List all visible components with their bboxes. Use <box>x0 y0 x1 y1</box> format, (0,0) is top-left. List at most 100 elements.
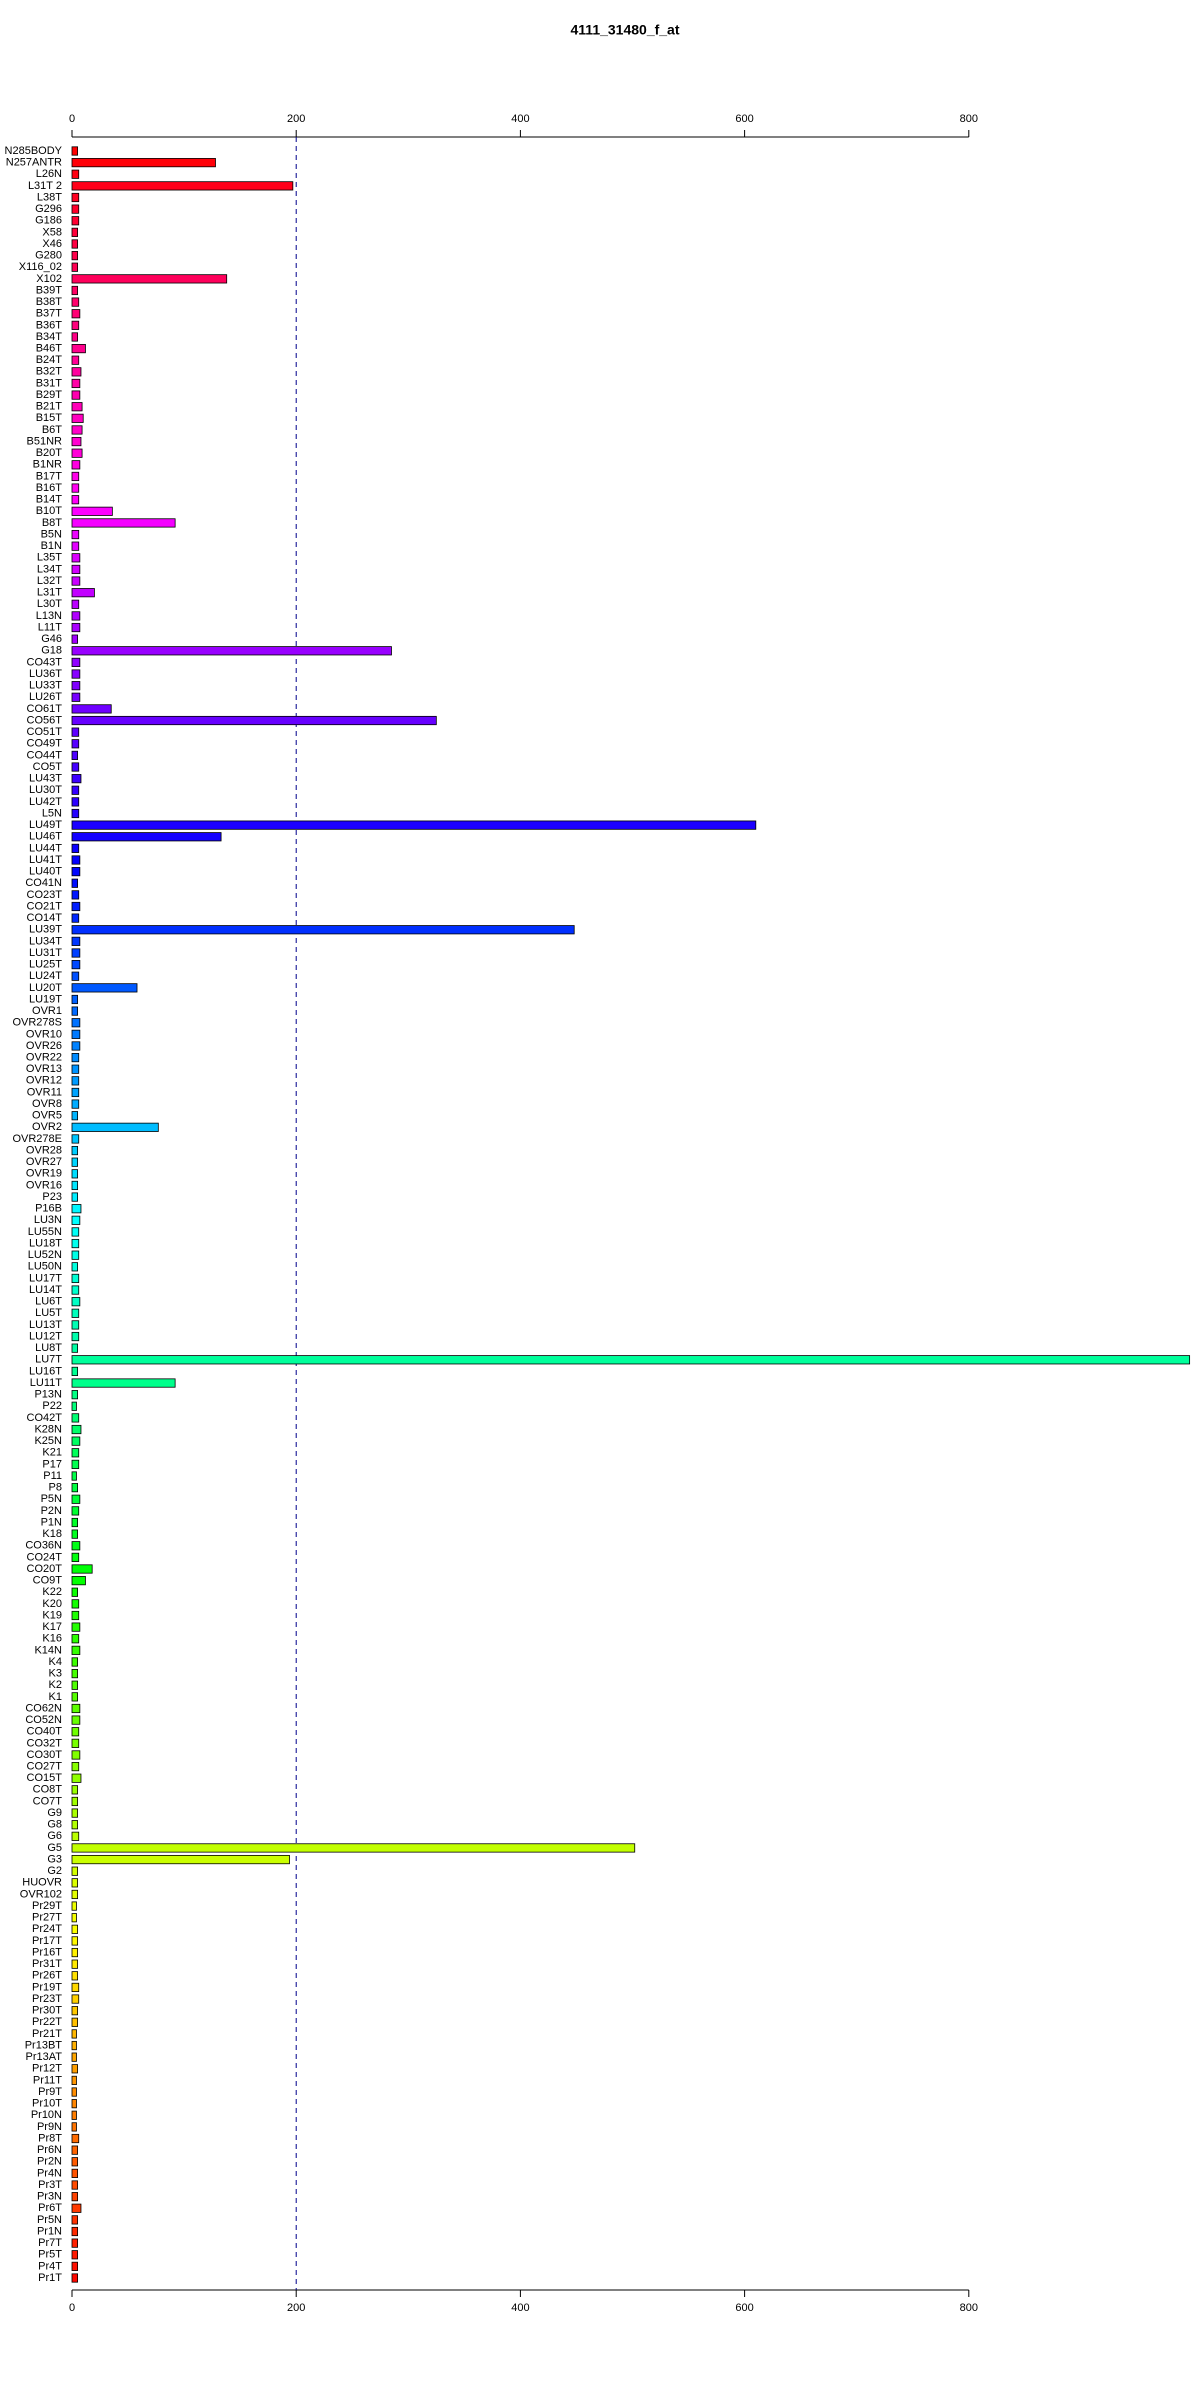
bar <box>71 471 80 482</box>
bar <box>71 774 82 784</box>
y-tick-label: P2N <box>41 1505 62 1517</box>
y-tick-label: LU30T <box>29 784 62 796</box>
bar <box>71 1610 80 1621</box>
bar <box>71 1808 79 1818</box>
bar <box>71 611 81 621</box>
y-tick-label: G2 <box>47 1865 62 1877</box>
y-tick-label: K14N <box>34 1644 62 1656</box>
y-tick-label: K4 <box>49 1656 62 1668</box>
y-tick-label: B32T <box>36 366 63 378</box>
y-tick-label: LU36T <box>29 668 62 680</box>
bar <box>71 2250 79 2260</box>
y-tick-label: LU3N <box>34 1214 62 1226</box>
bar <box>71 681 81 691</box>
bar <box>71 1587 79 1597</box>
y-tick-label: B24T <box>36 354 63 366</box>
y-tick-label: HUOVR <box>22 1877 62 1889</box>
bar <box>71 413 84 423</box>
y-tick-label: K19 <box>42 1609 62 1621</box>
bar <box>71 1971 79 1981</box>
bar <box>71 2099 77 2109</box>
y-tick-label: LU18T <box>29 1237 62 1249</box>
bar <box>71 1645 81 1655</box>
y-tick-label: CO62N <box>25 1702 62 1714</box>
y-tick-label: CO42T <box>27 1412 63 1424</box>
bar <box>71 1878 79 1888</box>
bar <box>71 1180 79 1191</box>
y-tick-label: L31T 2 <box>28 180 62 192</box>
bar <box>71 588 95 598</box>
y-tick-label: LU25T <box>29 959 62 971</box>
bar <box>71 146 79 156</box>
bar <box>71 867 81 877</box>
y-tick-label: Pr21T <box>32 2028 62 2040</box>
bar <box>71 2006 79 2016</box>
y-tick-label: B15T <box>36 412 63 424</box>
bar <box>71 1854 290 1865</box>
bar <box>71 692 81 702</box>
bar <box>71 1785 79 1795</box>
y-tick-label: G3 <box>47 1853 62 1865</box>
y-tick-label: N257ANTR <box>6 157 62 169</box>
y-tick-label: OVR22 <box>26 1051 62 1063</box>
y-tick-label: LU17T <box>29 1272 62 1284</box>
bar <box>71 1924 79 1934</box>
y-tick-label: OVR5 <box>32 1110 62 1122</box>
bar <box>71 1448 80 1458</box>
bar <box>71 2215 79 2225</box>
y-tick-label: Pr3T <box>38 2179 62 2191</box>
bar <box>71 1192 79 1202</box>
y-tick-label: B39T <box>36 284 63 296</box>
y-tick-label: Pr26T <box>32 1970 62 1982</box>
bar <box>71 634 79 644</box>
bar <box>71 2110 77 2120</box>
bar <box>71 1018 81 1028</box>
bar <box>71 2180 79 2190</box>
x-tick-label: 0 <box>69 113 75 125</box>
bar <box>71 983 138 993</box>
bar <box>71 262 79 272</box>
y-tick-label: LU50N <box>28 1261 62 1273</box>
bar <box>71 1913 77 1923</box>
bar <box>71 1145 79 1156</box>
bar <box>71 808 80 819</box>
bar <box>71 1552 80 1562</box>
y-tick-label: K16 <box>42 1633 62 1645</box>
y-tick-label: LU12T <box>29 1330 62 1342</box>
y-tick-label: K25N <box>34 1435 62 1447</box>
bar <box>71 622 81 633</box>
y-tick-label: CO36N <box>25 1540 62 1552</box>
bar <box>71 344 86 354</box>
bar <box>71 460 81 470</box>
y-tick-label: LU46T <box>29 831 62 843</box>
bar <box>71 960 81 970</box>
y-tick-label: Pr7T <box>38 2237 62 2249</box>
y-tick-label: Pr13AT <box>26 2051 63 2063</box>
bar <box>71 1273 80 1284</box>
bar <box>71 1006 79 1016</box>
bar <box>71 1297 81 1307</box>
bar <box>71 704 112 714</box>
y-tick-label: CO14T <box>27 912 63 924</box>
bar <box>71 925 575 935</box>
y-tick-label: K22 <box>42 1586 62 1598</box>
y-tick-label: LU31T <box>29 947 62 959</box>
bar <box>71 1390 79 1400</box>
y-tick-label: Pr22T <box>32 2016 62 2028</box>
y-tick-label: B8T <box>42 517 62 529</box>
y-tick-label: CO43T <box>27 656 63 668</box>
bar <box>71 727 80 737</box>
y-tick-label: CO24T <box>27 1551 63 1563</box>
y-tick-label: Pr23T <box>32 1993 62 2005</box>
bar <box>71 797 80 807</box>
y-tick-label: CO44T <box>27 749 63 761</box>
y-tick-label: LU44T <box>29 842 62 854</box>
y-tick-label: P16B <box>35 1203 62 1215</box>
bar <box>71 646 392 656</box>
bar <box>71 158 216 168</box>
y-tick-label: OVR8 <box>32 1098 62 1110</box>
y-tick-label: B29T <box>36 389 63 401</box>
bar <box>71 1541 81 1551</box>
bar <box>71 2145 79 2155</box>
y-tick-label: Pr4N <box>37 2167 62 2179</box>
